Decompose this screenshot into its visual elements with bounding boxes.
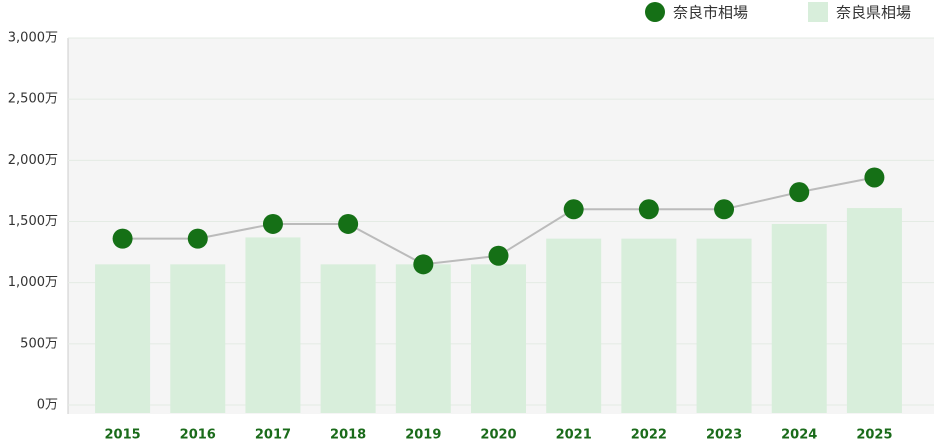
bar <box>245 237 301 413</box>
x-tick-label: 2023 <box>706 428 742 442</box>
x-tick-label: 2024 <box>781 428 817 442</box>
legend-label: 奈良県相場 <box>836 4 911 22</box>
bar <box>546 238 602 413</box>
bar <box>696 238 752 413</box>
bar <box>170 264 226 413</box>
x-tick-label: 2021 <box>556 428 592 442</box>
x-tick-label: 2017 <box>255 428 291 442</box>
bar <box>320 264 376 413</box>
y-tick-label: 1,000万 <box>8 275 58 290</box>
x-tick-label: 2019 <box>405 428 441 442</box>
y-tick-label: 3,000万 <box>8 31 58 46</box>
y-tick-label: 500万 <box>20 336 58 351</box>
point <box>112 228 133 249</box>
y-tick-label: 2,000万 <box>8 153 58 168</box>
point <box>638 199 659 220</box>
bar <box>95 264 151 413</box>
point <box>262 213 283 234</box>
point <box>864 167 885 188</box>
y-tick-label: 1,500万 <box>8 214 58 229</box>
bar <box>395 264 451 413</box>
point <box>413 254 434 275</box>
x-tick-label: 2022 <box>631 428 667 442</box>
bar <box>771 223 827 413</box>
legend-marker <box>645 2 665 22</box>
x-tick-label: 2016 <box>180 428 216 442</box>
point <box>488 245 509 266</box>
y-tick-label: 2,500万 <box>8 92 58 107</box>
x-tick-label: 2025 <box>856 428 892 442</box>
x-tick-label: 2015 <box>104 428 140 442</box>
legend-label: 奈良市相場 <box>673 4 748 22</box>
point <box>563 199 584 220</box>
x-tick-label: 2020 <box>480 428 516 442</box>
bar <box>846 208 902 413</box>
point <box>714 199 735 220</box>
point <box>187 228 208 249</box>
x-tick-label: 2018 <box>330 428 366 442</box>
point <box>338 213 359 234</box>
legend-marker <box>808 2 828 22</box>
bar <box>621 238 677 413</box>
point <box>789 182 810 203</box>
bar <box>471 264 526 413</box>
y-tick-label: 0万 <box>37 398 58 413</box>
